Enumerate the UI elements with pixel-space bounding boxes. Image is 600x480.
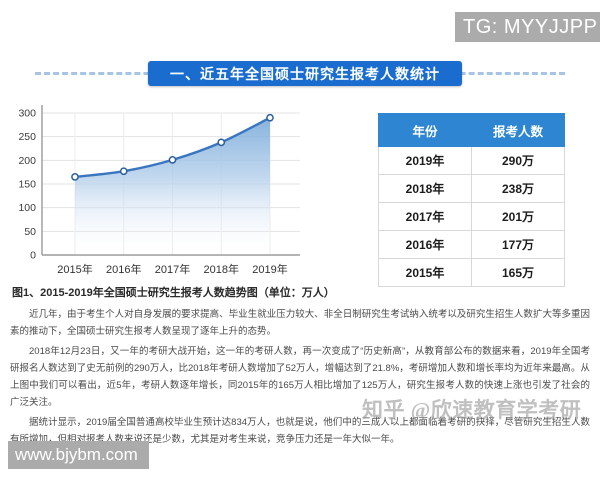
article-body: 近几年，由于考生个人对自身发展的要求提高、毕业生就业压力较大、非全日制研究生考试… <box>10 306 590 451</box>
svg-text:200: 200 <box>18 155 36 167</box>
trend-chart-svg: 0 50 100 150 200 250 300 2015年 2016年 2017年 2018年 20… <box>18 105 300 276</box>
applicants-cell: 238万 <box>471 174 565 203</box>
table-row: 2015年 165万 <box>378 258 565 287</box>
applicants-cell: 177万 <box>471 230 565 259</box>
svg-text:300: 300 <box>18 108 36 120</box>
applicants-table: 年份 报考人数 2019年 290万 2018年 238万 2017年 201万… <box>378 113 565 287</box>
svg-text:150: 150 <box>18 179 36 191</box>
svg-text:250: 250 <box>18 131 36 143</box>
paragraph: 近几年，由于考生个人对自身发展的要求提高、毕业生就业压力较大、非全日制研究生考试… <box>10 309 590 337</box>
tg-contact-badge: TG: MYYJJPP <box>455 12 600 42</box>
svg-text:0: 0 <box>30 250 36 262</box>
svg-text:2016年: 2016年 <box>106 262 141 276</box>
applicants-cell: 201万 <box>471 202 565 231</box>
svg-text:2017年: 2017年 <box>155 262 190 276</box>
table-row: 2018年 238万 <box>378 174 565 203</box>
site-url-badge: www.bjybm.com <box>8 441 149 469</box>
table-row: 2016年 177万 <box>378 230 565 259</box>
year-cell: 2018年 <box>378 174 472 203</box>
table-header-year: 年份 <box>378 113 472 147</box>
year-cell: 2016年 <box>378 230 472 259</box>
zhihu-watermark: 知乎 @欣速教育学考研 <box>362 398 582 422</box>
section-title-banner: 一、近五年全国硕士研究生报考人数统计 <box>148 61 462 86</box>
table-header-applicants: 报考人数 <box>471 113 565 147</box>
table-header-row: 年份 报考人数 <box>378 113 565 147</box>
applicants-cell: 165万 <box>471 258 565 287</box>
figure-caption: 图1、2015-2019年全国硕士研究生报考人数趋势图（单位：万人） <box>12 287 335 299</box>
table-row: 2019年 290万 <box>378 146 565 175</box>
svg-text:50: 50 <box>24 226 36 238</box>
table-row: 2017年 201万 <box>378 202 565 231</box>
svg-text:2018年: 2018年 <box>204 262 239 276</box>
svg-text:2015年: 2015年 <box>57 262 92 276</box>
year-cell: 2019年 <box>378 146 472 175</box>
svg-text:2019年: 2019年 <box>252 262 287 276</box>
paragraph: 据统计显示，2019届全国普通高校毕业生预计达834万人，也就是说，他们中的三成… <box>10 417 590 445</box>
year-cell: 2015年 <box>378 258 472 287</box>
applicants-cell: 290万 <box>471 146 565 175</box>
paragraph: 2018年12月23日，又一年的考研大战开始，这一年的考研人数，再一次变成了“历… <box>10 346 590 408</box>
year-cell: 2017年 <box>378 202 472 231</box>
trend-area-chart: 0 50 100 150 200 250 300 2015年 2016年 2017年 2018年 20… <box>2 96 314 282</box>
svg-text:100: 100 <box>18 202 36 214</box>
